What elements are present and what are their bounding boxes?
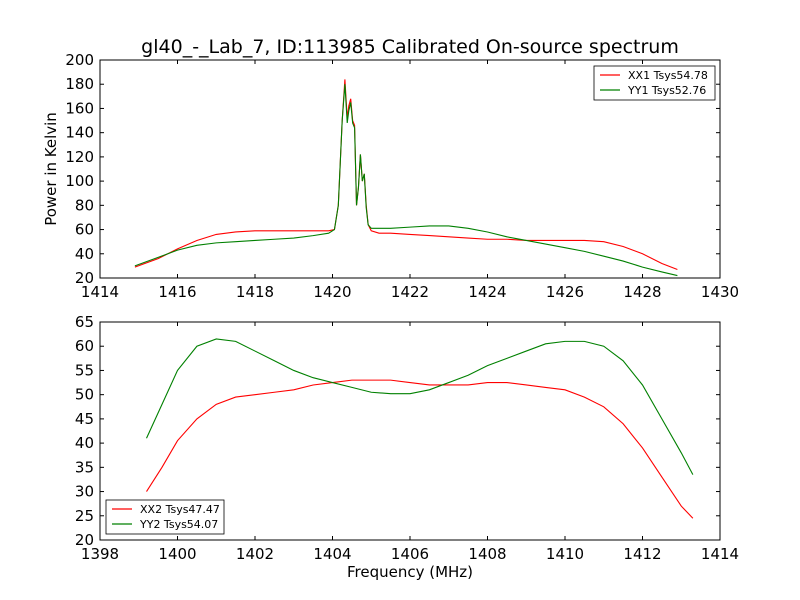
figure-title: gl40_-_Lab_7, ID:113985 Calibrated On-so… [141,36,679,58]
x-tick-label: 1414 [701,545,739,563]
y-tick-label: 50 [75,386,94,404]
y-tick-label: 200 [65,51,94,69]
y-tick-label: 100 [65,172,94,190]
y-tick-label: 80 [75,196,94,214]
legend-label-2: YY2 Tsys54.07 [139,518,218,531]
legend-box [593,65,716,101]
y-tick-label: 20 [75,531,94,549]
bottom-panel: 1398 1400 1402 1404 1406 1408 1410 1412 1414 20 25… [75,313,739,581]
y-tick-label: 55 [75,361,94,379]
x-tick-label: 1400 [158,545,196,563]
top-panel: 1414 1416 1418 1420 1422 1424 1426 1428 1430 20 40… [42,51,739,301]
x-tick-label: 1410 [546,545,584,563]
legend: XX1 Tsys54.78 YY1 Tsys52.76 [593,65,716,101]
x-tick-label: 1416 [158,283,196,301]
x-tick-label: 1424 [468,283,506,301]
x-tick-label: 1428 [623,283,661,301]
x-tick-label: 1398 [81,545,119,563]
y-tick-label: 60 [75,337,94,355]
x-tick-label: 1418 [236,283,274,301]
axes-frame [99,59,721,279]
y-tick-label: 45 [75,410,94,428]
series-line-2 [134,84,678,277]
x-tick-label: 1412 [623,545,661,563]
legend-label-2: YY1 Tsys52.76 [627,84,706,97]
x-tick-label: 1402 [236,545,274,563]
x-tick-label: 1426 [546,283,584,301]
x-tick-label: 1404 [313,545,351,563]
axes-frame [99,321,721,541]
x-tick-label: 1408 [468,545,506,563]
x-tick-label: 1420 [313,283,351,301]
y-tick-label: 65 [75,313,94,331]
y-tick-label: 35 [75,458,94,476]
y-tick-label: 60 [75,221,94,239]
legend: XX2 Tsys47.47 YY2 Tsys54.07 [105,499,225,535]
x-tick-label: 1414 [81,283,119,301]
series-line-2 [145,338,694,475]
x-tick-label: 1406 [391,545,429,563]
series-line-1 [146,379,694,519]
x-axis-label: Frequency (MHz) [347,563,473,581]
legend-label-1: XX1 Tsys54.78 [628,69,708,82]
y-tick-label: 25 [75,507,94,525]
y-tick-label: 40 [75,434,94,452]
y-tick-label: 40 [75,245,94,263]
x-tick-label: 1430 [701,283,739,301]
legend-box [105,499,225,535]
x-tick-label: 1422 [391,283,429,301]
y-tick-label: 140 [65,124,94,142]
y-axis-label: Power in Kelvin [42,112,60,226]
y-tick-label: 20 [75,269,94,287]
y-tick-label: 30 [75,483,94,501]
legend-label-1: XX2 Tsys47.47 [140,503,220,516]
y-tick-label: 120 [65,148,94,166]
y-tick-label: 160 [65,99,94,117]
y-tick-label: 180 [65,75,94,93]
